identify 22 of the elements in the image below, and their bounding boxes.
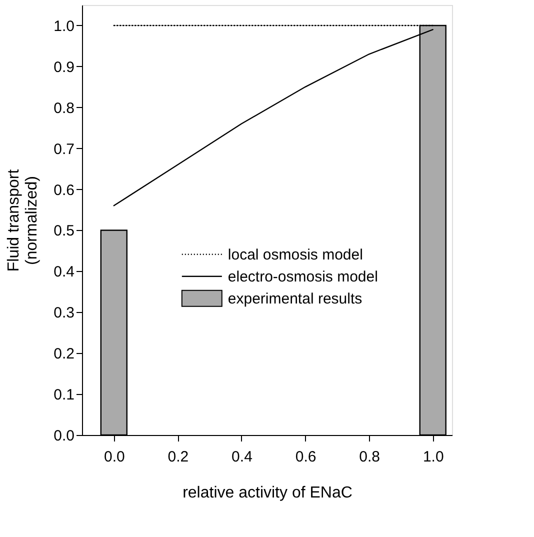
x-tick-label: 0.0 <box>104 448 125 466</box>
x-tick-label: 0.2 <box>168 448 189 466</box>
x-tick-label: 1.0 <box>422 448 444 466</box>
legend-label: local osmosis model <box>228 246 363 264</box>
x-tick-label: 0.4 <box>232 448 252 466</box>
x-axis-title: relative activity of ENaC <box>182 484 352 502</box>
legend-label: electro-osmosis model <box>228 268 378 286</box>
y-tick-label: 0.9 <box>54 58 74 76</box>
y-tick-label: 0.0 <box>54 428 74 444</box>
y-tick-label: 0.7 <box>54 140 74 158</box>
y-tick-label: 0.3 <box>54 304 74 322</box>
x-tick-label: 0.8 <box>359 448 380 466</box>
y-tick-label: 0.1 <box>54 386 74 404</box>
y-axis-title: Fluid transport (normalized) <box>6 168 41 272</box>
legend-label: experimental results <box>228 290 362 308</box>
y-tick-label: 0.4 <box>54 264 74 281</box>
y-tick-label: 1.0 <box>54 18 74 35</box>
y-tick-label: 0.2 <box>54 346 74 363</box>
y-tick-label: 0.8 <box>54 100 74 117</box>
y-tick-label: 0.5 <box>54 222 74 240</box>
y-tick-label: 0.6 <box>54 182 74 199</box>
x-tick-label: 0.6 <box>295 448 316 466</box>
